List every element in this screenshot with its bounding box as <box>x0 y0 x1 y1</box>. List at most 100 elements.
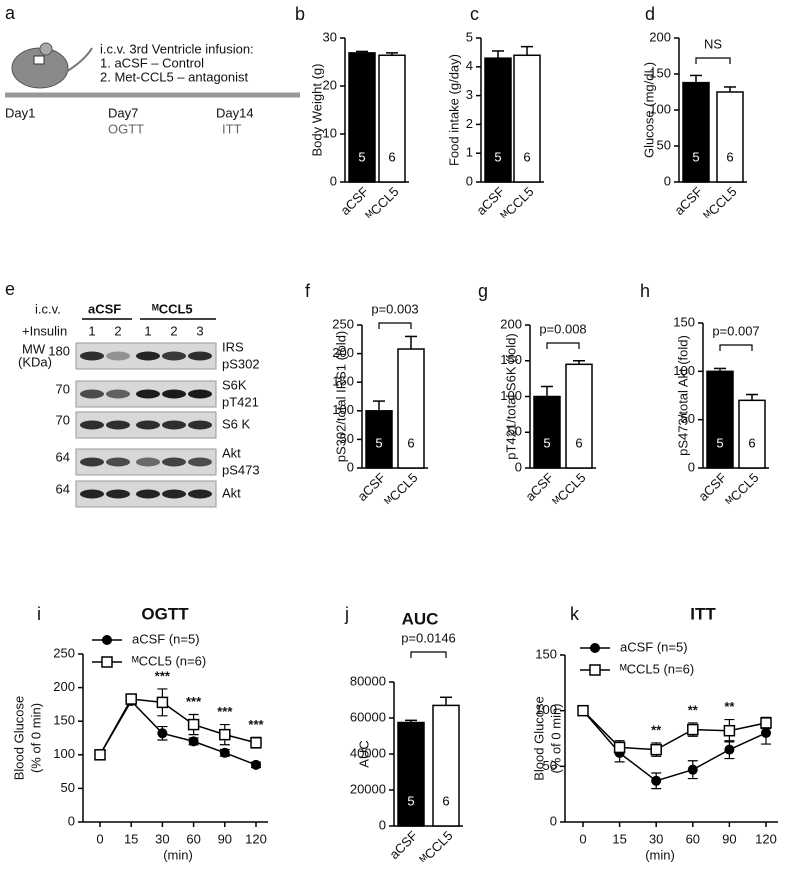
data-point <box>613 741 626 754</box>
bar <box>682 81 710 183</box>
panel-letter: f <box>305 281 311 301</box>
data-point <box>157 728 168 739</box>
y-tick-label: 150 <box>53 713 75 728</box>
y-tick-label: 40000 <box>350 745 386 760</box>
y-tick-label: 50 <box>340 431 354 446</box>
y-tick-label: 0 <box>466 173 473 188</box>
mouse-body <box>11 47 69 89</box>
mw-value: 64 <box>56 481 70 496</box>
data-point <box>761 727 771 738</box>
y-tick-label: 50 <box>61 780 75 795</box>
y-tick-label: 0 <box>664 173 671 188</box>
y-axis-label: pS473/total Akt (fold) <box>675 335 690 456</box>
panel-letter: h <box>640 281 650 301</box>
legend-label: aCSF (n=5) <box>620 639 688 654</box>
mw-value: 180 <box>48 343 70 358</box>
n-label: 5 <box>692 149 699 164</box>
blot-band <box>80 420 104 430</box>
bar <box>378 54 406 183</box>
y-tick-label: 150 <box>649 65 671 80</box>
timeline-test: OGTT <box>108 121 144 136</box>
blot-band <box>80 489 104 499</box>
y-tick-label: 0 <box>347 459 354 474</box>
y-tick-label: 250 <box>332 316 354 331</box>
bar <box>484 57 512 183</box>
n-label: 5 <box>358 149 365 164</box>
significance-bracket <box>410 651 447 658</box>
bar <box>513 54 541 183</box>
data-point <box>687 764 698 775</box>
y-tick-label: 150 <box>500 352 522 367</box>
panel-e: e i.c.v. aCSF ᴹCCL5 +Insulin 1 2 1 2 3 M… <box>5 279 260 508</box>
series-line <box>582 710 767 782</box>
y-tick-label: 20 <box>323 77 337 92</box>
panel-a: a i.c.v. 3rd Ventricle infusion: 1. aCSF… <box>5 3 300 136</box>
y-axis-label: (% of 0 min) <box>28 703 43 773</box>
x-tick-label: ᴹCCL5 <box>723 470 762 509</box>
bar <box>397 721 425 827</box>
blot-band <box>80 351 104 361</box>
blot-band <box>136 351 160 361</box>
blot-band <box>188 457 212 467</box>
panel-letter: c <box>470 4 479 24</box>
blot-band <box>162 489 186 499</box>
y-axis-label: Blood Glucose <box>11 696 26 781</box>
x-tick-label: 120 <box>755 831 777 846</box>
x-tick-label: ᴹCCL5 <box>417 828 456 867</box>
y-tick-label: 100 <box>649 101 671 116</box>
bar <box>432 704 460 827</box>
chart-title: ITT <box>690 604 716 623</box>
blot-band <box>80 457 104 467</box>
panel-letter: d <box>645 4 655 24</box>
mouse-ear <box>39 42 53 56</box>
y-tick-label: 150 <box>535 646 557 661</box>
significance-bracket <box>719 344 753 351</box>
y-tick-label: 100 <box>332 402 354 417</box>
y-axis-label: AUC <box>356 740 371 767</box>
panel-letter: e <box>5 279 15 299</box>
mw-value: 64 <box>56 449 70 464</box>
series-line <box>582 710 767 751</box>
x-tick-label: ᴹCCL5 <box>498 184 537 223</box>
y-tick-label: 200 <box>500 316 522 331</box>
significance-label: NS <box>704 36 722 51</box>
blot-band <box>80 389 104 399</box>
y-axis-label: pS302/total IRS1 (fold) <box>333 331 348 463</box>
bar <box>738 399 766 469</box>
blot-label: S6K <box>222 377 247 392</box>
x-tick-label: 0 <box>579 831 586 846</box>
y-tick-label: 0 <box>330 173 337 188</box>
x-tick-label: ᴹCCL5 <box>382 470 421 509</box>
y-tick-label: 4 <box>466 58 473 73</box>
legend-label: ᴹCCL5 (n=6) <box>132 653 206 668</box>
blot-band <box>188 351 212 361</box>
y-tick-label: 200 <box>649 29 671 44</box>
significance-label: p=0.0146 <box>401 630 456 645</box>
protocol-title: i.c.v. 3rd Ventricle infusion: <box>100 41 254 56</box>
mw-value: 70 <box>56 412 70 427</box>
mw-label: MW <box>22 341 46 356</box>
y-tick-label: 3 <box>466 87 473 102</box>
x-tick-label: 15 <box>612 831 626 846</box>
x-axis-label: (min) <box>163 847 193 862</box>
mouse-tail <box>65 47 93 73</box>
data-point <box>187 718 200 731</box>
chart-title: AUC <box>402 609 439 628</box>
treatment-label: +Insulin <box>22 323 67 338</box>
blot-band <box>106 420 130 430</box>
y-tick-label: 0 <box>68 813 75 828</box>
x-tick-label: aCSF <box>386 828 420 862</box>
protocol-item: 2. Met-CCL5 – antagonist <box>100 69 249 84</box>
panel-letter: b <box>295 4 305 24</box>
legend-label: ᴹCCL5 (n=6) <box>620 661 694 676</box>
blot-band <box>162 351 186 361</box>
protocol-item: 1. aCSF – Control <box>100 55 204 70</box>
blot-band <box>188 389 212 399</box>
y-tick-label: 100 <box>500 388 522 403</box>
data-point <box>723 724 736 737</box>
blot-label: Akt <box>222 445 241 460</box>
x-tick-label: ᴹCCL5 <box>701 184 740 223</box>
n-label: 6 <box>442 793 449 808</box>
timeline-day: Day14 <box>216 105 254 120</box>
y-axis-label: Food intake (g/day) <box>446 54 461 166</box>
